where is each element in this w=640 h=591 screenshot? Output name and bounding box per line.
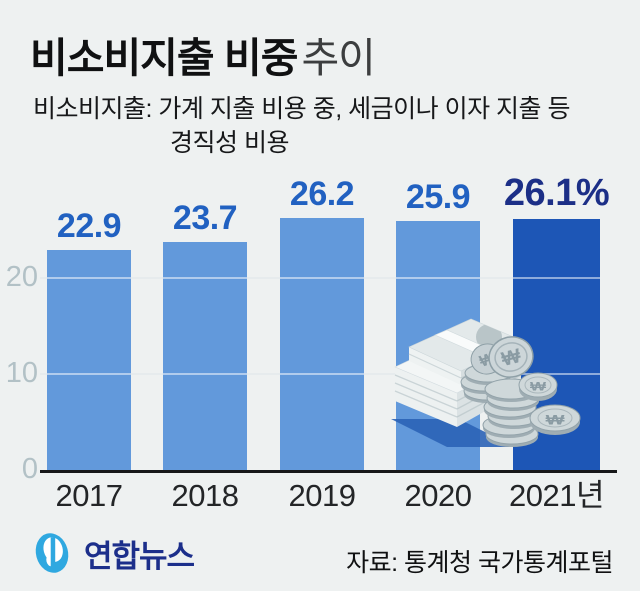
coin-stack-icon: ₩ ₩ ₩ (460, 336, 581, 447)
bar-value-label: 23.7 (172, 199, 238, 238)
svg-text:₩: ₩ (499, 345, 523, 371)
y-axis-tick: 10 (5, 357, 38, 389)
yonhap-logo-icon (35, 533, 69, 573)
y-axis-tick: 0 (21, 453, 38, 485)
source-credit: 자료: 통계청 국가통계포털 (346, 549, 613, 577)
x-axis-label: 2020 (404, 478, 472, 513)
svg-text:₩: ₩ (530, 381, 546, 394)
page-title-light: 추이 (301, 35, 375, 81)
x-axis-label: 2021년 (509, 478, 604, 513)
page-title: 비소비지출 비중추이 (30, 24, 376, 84)
bar-2017 (47, 250, 131, 470)
bar-2019 (280, 218, 364, 470)
gridline-highlight (40, 277, 600, 279)
subtitle-line2: 경직성 비용 (170, 129, 289, 157)
bar-value-label: 26.2 (289, 175, 355, 214)
gridline-highlight (40, 373, 600, 375)
svg-text:₩: ₩ (546, 411, 566, 427)
money-shadow (391, 419, 515, 447)
money-illustration: ₩ ₩ ₩ (391, 318, 581, 447)
yonhap-logo: 연합뉴스 (28, 529, 195, 577)
bar-2018 (163, 242, 247, 470)
subtitle-line1: 비소비지출: 가계 지출 비용 중, 세금이나 이자 지출 등 (33, 95, 570, 123)
bar-value-label: 22.9 (56, 207, 122, 246)
y-axis-tick: 20 (5, 261, 38, 293)
x-axis-label: 2018 (171, 478, 239, 513)
page-title-strong: 비소비지출 비중 (30, 35, 298, 81)
bar-value-label: 25.9 (405, 178, 471, 217)
bar-value-label: 26.1% (503, 172, 610, 215)
x-axis-label: 2017 (55, 478, 123, 513)
yonhap-logo-text: 연합뉴스 (84, 538, 195, 574)
x-axis-label: 2019 (288, 478, 356, 513)
x-axis-line (40, 470, 617, 473)
